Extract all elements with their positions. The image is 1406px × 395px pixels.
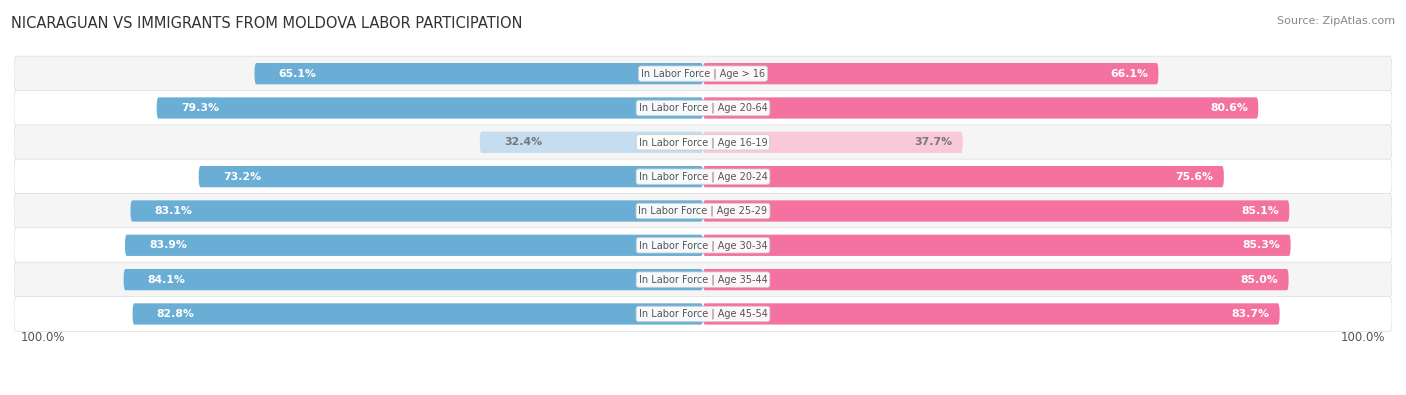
FancyBboxPatch shape <box>125 235 703 256</box>
Text: 83.9%: 83.9% <box>149 240 187 250</box>
Text: In Labor Force | Age 45-54: In Labor Force | Age 45-54 <box>638 309 768 319</box>
Text: 82.8%: 82.8% <box>156 309 194 319</box>
Text: NICARAGUAN VS IMMIGRANTS FROM MOLDOVA LABOR PARTICIPATION: NICARAGUAN VS IMMIGRANTS FROM MOLDOVA LA… <box>11 16 523 31</box>
FancyBboxPatch shape <box>703 132 963 153</box>
Text: 84.1%: 84.1% <box>148 275 186 285</box>
Text: 79.3%: 79.3% <box>181 103 219 113</box>
FancyBboxPatch shape <box>131 200 703 222</box>
FancyBboxPatch shape <box>14 228 1392 263</box>
Text: In Labor Force | Age 20-24: In Labor Force | Age 20-24 <box>638 171 768 182</box>
Text: 65.1%: 65.1% <box>278 69 316 79</box>
Text: 83.1%: 83.1% <box>155 206 193 216</box>
Text: 66.1%: 66.1% <box>1111 69 1149 79</box>
Text: In Labor Force | Age 25-29: In Labor Force | Age 25-29 <box>638 206 768 216</box>
Text: 85.3%: 85.3% <box>1243 240 1281 250</box>
Text: 75.6%: 75.6% <box>1175 172 1213 182</box>
Text: 100.0%: 100.0% <box>1340 331 1385 344</box>
Text: 73.2%: 73.2% <box>222 172 262 182</box>
FancyBboxPatch shape <box>14 262 1392 297</box>
Text: Source: ZipAtlas.com: Source: ZipAtlas.com <box>1277 16 1395 26</box>
FancyBboxPatch shape <box>156 97 703 118</box>
FancyBboxPatch shape <box>124 269 703 290</box>
FancyBboxPatch shape <box>14 125 1392 160</box>
Text: 32.4%: 32.4% <box>503 137 543 147</box>
FancyBboxPatch shape <box>14 90 1392 126</box>
FancyBboxPatch shape <box>198 166 703 187</box>
Text: In Labor Force | Age > 16: In Labor Force | Age > 16 <box>641 68 765 79</box>
FancyBboxPatch shape <box>14 194 1392 228</box>
Text: 85.0%: 85.0% <box>1240 275 1278 285</box>
Text: 85.1%: 85.1% <box>1241 206 1279 216</box>
FancyBboxPatch shape <box>479 132 703 153</box>
FancyBboxPatch shape <box>703 97 1258 118</box>
Text: In Labor Force | Age 16-19: In Labor Force | Age 16-19 <box>638 137 768 148</box>
Text: In Labor Force | Age 20-64: In Labor Force | Age 20-64 <box>638 103 768 113</box>
FancyBboxPatch shape <box>703 63 1159 84</box>
FancyBboxPatch shape <box>132 303 703 325</box>
FancyBboxPatch shape <box>254 63 703 84</box>
Text: 37.7%: 37.7% <box>914 137 952 147</box>
Text: In Labor Force | Age 35-44: In Labor Force | Age 35-44 <box>638 275 768 285</box>
FancyBboxPatch shape <box>703 200 1289 222</box>
FancyBboxPatch shape <box>703 166 1223 187</box>
FancyBboxPatch shape <box>703 303 1279 325</box>
Text: 100.0%: 100.0% <box>21 331 66 344</box>
Text: 83.7%: 83.7% <box>1232 309 1270 319</box>
Text: 80.6%: 80.6% <box>1211 103 1249 113</box>
FancyBboxPatch shape <box>14 159 1392 194</box>
Legend: Nicaraguan, Immigrants from Moldova: Nicaraguan, Immigrants from Moldova <box>550 391 856 395</box>
FancyBboxPatch shape <box>703 235 1291 256</box>
FancyBboxPatch shape <box>14 56 1392 91</box>
FancyBboxPatch shape <box>703 269 1289 290</box>
FancyBboxPatch shape <box>14 296 1392 331</box>
Text: In Labor Force | Age 30-34: In Labor Force | Age 30-34 <box>638 240 768 250</box>
